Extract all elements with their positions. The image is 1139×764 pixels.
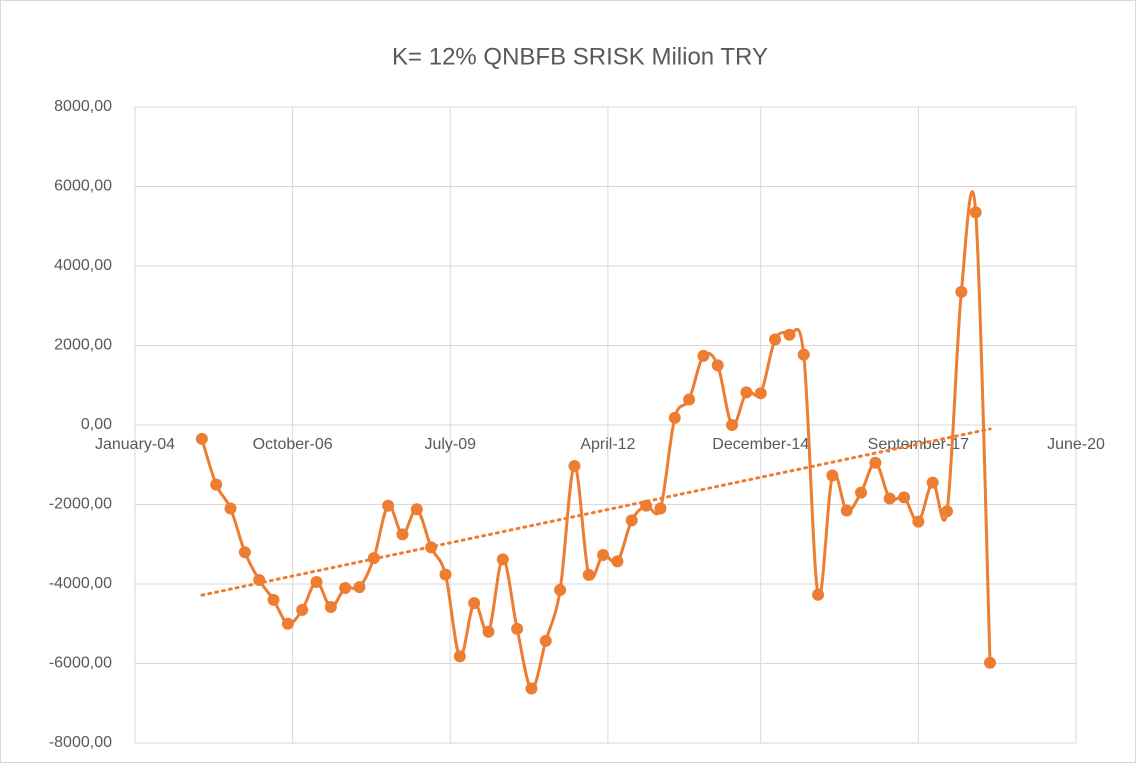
x-tick-label: January-04 bbox=[95, 436, 175, 453]
marker bbox=[525, 682, 538, 695]
marker bbox=[382, 499, 395, 512]
marker bbox=[238, 546, 251, 559]
marker bbox=[597, 548, 610, 561]
y-tick-label: -2000,00 bbox=[49, 496, 112, 513]
marker bbox=[697, 349, 710, 362]
marker bbox=[797, 348, 810, 361]
marker bbox=[955, 285, 968, 298]
marker bbox=[654, 502, 667, 515]
marker bbox=[711, 359, 724, 372]
marker bbox=[625, 514, 638, 527]
marker bbox=[367, 552, 380, 565]
marker bbox=[267, 593, 280, 606]
marker bbox=[482, 625, 495, 638]
chart-title: K= 12% QNBFB SRISK Milion TRY bbox=[392, 43, 768, 70]
marker bbox=[425, 541, 438, 554]
marker bbox=[281, 617, 294, 630]
marker bbox=[396, 528, 409, 541]
trendline bbox=[200, 427, 992, 597]
y-tick-label: -4000,00 bbox=[49, 575, 112, 592]
marker bbox=[926, 476, 939, 489]
y-tick-label: -6000,00 bbox=[49, 655, 112, 672]
marker bbox=[969, 206, 982, 219]
marker bbox=[468, 597, 481, 610]
marker bbox=[912, 515, 925, 528]
y-tick-label: -8000,00 bbox=[49, 734, 112, 751]
marker bbox=[754, 387, 767, 400]
marker bbox=[611, 555, 624, 568]
marker bbox=[941, 505, 954, 518]
marker bbox=[568, 459, 581, 472]
marker bbox=[353, 581, 366, 594]
y-tick-label: 4000,00 bbox=[54, 257, 112, 274]
marker bbox=[683, 393, 696, 406]
marker bbox=[769, 333, 782, 346]
marker bbox=[740, 386, 753, 399]
x-tick-label: April-12 bbox=[580, 436, 635, 453]
y-tick-label: 0,00 bbox=[81, 416, 112, 433]
marker bbox=[439, 568, 452, 581]
marker bbox=[539, 634, 552, 647]
marker bbox=[984, 656, 997, 669]
marker bbox=[726, 419, 739, 431]
marker bbox=[296, 603, 309, 616]
marker bbox=[582, 568, 595, 581]
marker bbox=[640, 499, 653, 512]
y-tick-label: 6000,00 bbox=[54, 178, 112, 195]
marker bbox=[453, 650, 466, 663]
marker bbox=[883, 492, 896, 505]
marker bbox=[339, 581, 352, 594]
marker bbox=[410, 503, 423, 516]
marker bbox=[668, 411, 681, 424]
marker bbox=[783, 328, 796, 341]
marker bbox=[511, 622, 524, 635]
marker bbox=[812, 588, 825, 601]
marker bbox=[855, 486, 868, 499]
marker bbox=[253, 574, 266, 587]
marker bbox=[869, 456, 882, 469]
marker bbox=[826, 469, 839, 482]
x-tick-label: December-14 bbox=[712, 436, 809, 453]
marker bbox=[210, 478, 223, 491]
marker bbox=[324, 601, 337, 614]
marker bbox=[496, 553, 509, 566]
y-tick-label: 2000,00 bbox=[54, 337, 112, 354]
marker bbox=[224, 502, 237, 515]
x-tick-label: July-09 bbox=[424, 436, 476, 453]
marker bbox=[554, 583, 567, 596]
x-tick-label: June-20 bbox=[1047, 436, 1105, 453]
marker bbox=[840, 504, 853, 517]
marker bbox=[195, 432, 208, 445]
y-tick-label: 8000,00 bbox=[54, 98, 112, 115]
marker bbox=[310, 576, 323, 589]
x-tick-label: October-06 bbox=[253, 436, 333, 453]
marker bbox=[898, 491, 911, 504]
